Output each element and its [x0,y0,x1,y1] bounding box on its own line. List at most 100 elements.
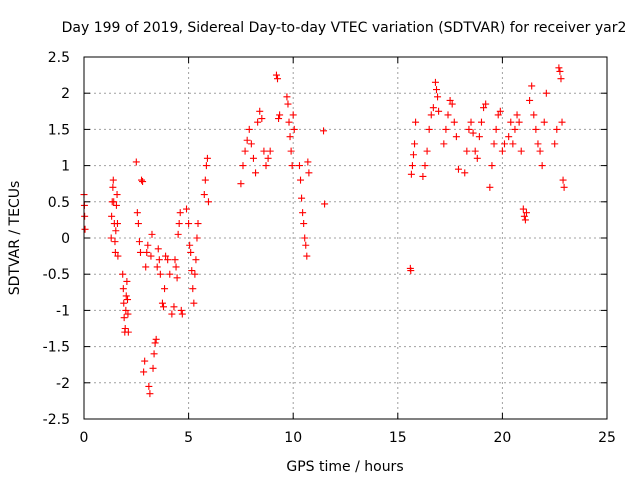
x-axis-label: GPS time / hours [286,459,403,475]
data-point [190,299,198,307]
data-point [112,201,120,209]
y-tick-label: 0 [61,231,70,247]
data-point [201,176,209,184]
data-point [301,234,309,242]
data-point [111,238,119,246]
data-point [471,147,479,155]
data-point [522,209,530,217]
data-point [111,248,119,256]
data-point [283,93,291,101]
y-tick-label: 1.5 [48,122,70,138]
data-point [133,209,141,217]
data-point [237,180,245,188]
data-point [465,125,473,133]
data-point [423,147,431,155]
data-point [204,198,212,206]
x-tick-label: 0 [80,430,89,446]
data-point [515,118,523,126]
data-point [507,118,515,126]
data-point [407,170,415,178]
y-tick-label: 2.5 [48,50,70,66]
data-point [175,220,183,228]
data-point [132,158,140,166]
data-point [272,71,280,79]
data-point [194,220,202,228]
data-point [496,107,504,115]
data-point [245,125,253,133]
data-point [108,212,116,220]
data-point [154,245,162,253]
data-point [191,270,199,278]
data-point [517,147,525,155]
data-point [431,78,439,86]
data-point [200,191,208,199]
y-tick-label: -1 [56,303,70,319]
data-point [492,125,500,133]
data-point [262,162,270,170]
data-point [490,140,498,148]
data-point [304,158,312,166]
data-point [534,140,542,148]
data-point [477,118,485,126]
data-point [264,154,272,162]
y-axis-label: SDTVAR / TECUs [7,181,23,296]
data-point [148,230,156,238]
data-point [473,154,481,162]
data-point [467,118,475,126]
data-point [241,147,249,155]
data-point [536,147,544,155]
data-point [193,234,201,242]
data-point [147,252,155,260]
data-point [136,248,144,256]
data-point [120,314,128,322]
data-point [295,162,303,170]
data-point [172,263,180,271]
data-point [164,256,172,264]
data-point [480,104,488,112]
y-tick-label: -0.5 [43,267,70,283]
data-point [509,140,517,148]
data-point [500,140,508,148]
data-point [260,147,268,155]
data-point [159,303,167,311]
data-point [203,154,211,162]
data-point [299,209,307,217]
data-point [519,205,527,213]
data-point [532,125,540,133]
data-point [286,133,294,141]
data-point [188,267,196,275]
data-point [274,75,282,83]
data-point [300,220,308,228]
data-point [162,252,170,260]
data-point [177,306,185,314]
data-point [285,118,293,126]
data-point [298,194,306,202]
y-tick-label: 1 [61,159,70,175]
data-point [446,96,454,104]
data-point [171,256,179,264]
data-point [174,230,182,238]
data-point [113,191,121,199]
data-point [168,310,176,318]
data-point [141,357,149,365]
data-point [521,216,529,224]
data-point [145,382,153,390]
data-point [187,248,195,256]
data-point [421,162,429,170]
data-point [161,285,169,293]
data-point [150,350,158,358]
data-point [119,270,127,278]
data-point [173,274,181,282]
chart-title: Day 199 of 2019, Sidereal Day-to-day VTE… [62,20,627,36]
data-point [153,263,161,271]
y-tick-label: 0.5 [48,195,70,211]
data-point [178,310,186,318]
data-point [192,256,200,264]
data-point [121,325,129,332]
data-point [146,390,154,398]
data-point [498,147,506,155]
data-point [511,125,519,133]
data-point [320,127,328,135]
data-point [419,172,427,180]
data-point [482,100,490,108]
